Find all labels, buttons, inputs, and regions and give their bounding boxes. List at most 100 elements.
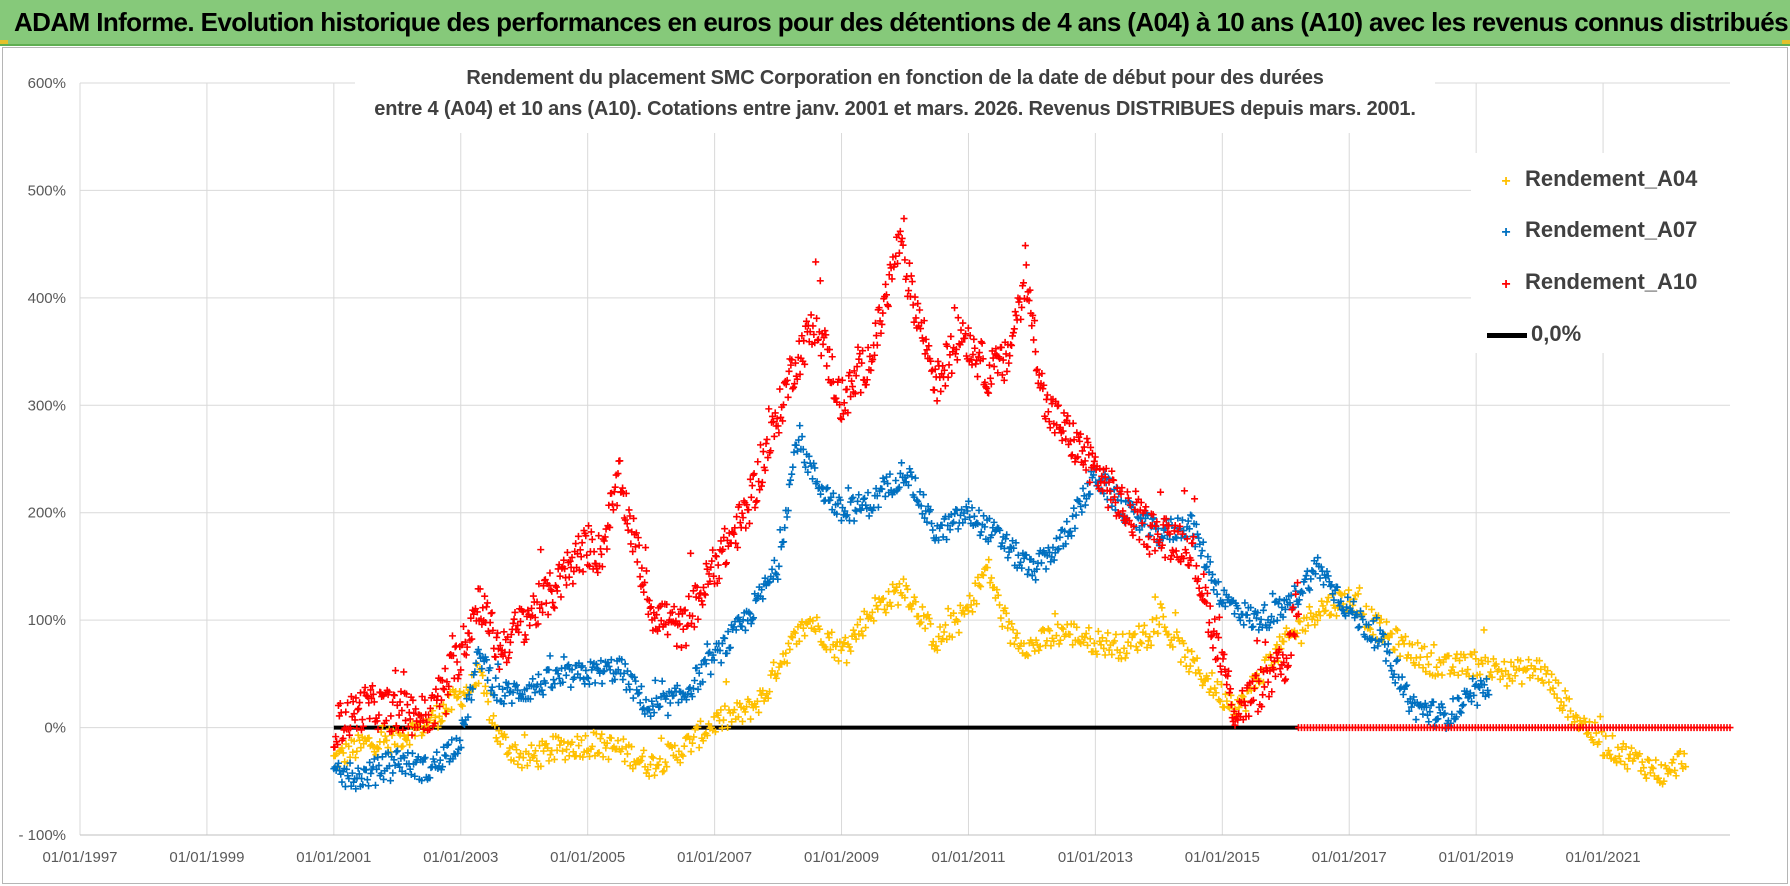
a10-point xyxy=(410,709,418,717)
a04-point xyxy=(1627,744,1635,752)
a10-point xyxy=(616,457,624,465)
a10-point xyxy=(835,375,843,383)
a04-point xyxy=(904,585,912,593)
a10-point xyxy=(931,365,939,373)
a10-point xyxy=(395,711,403,719)
a10-point xyxy=(878,320,886,328)
a10-point xyxy=(1261,638,1269,646)
a04-point xyxy=(434,723,442,731)
a10-point xyxy=(968,361,976,369)
a10-point xyxy=(977,338,985,346)
a07-point xyxy=(1052,534,1060,542)
a04-point xyxy=(491,721,499,729)
a07-point xyxy=(1055,545,1063,553)
a10-point xyxy=(400,668,408,676)
a04-point xyxy=(439,701,447,709)
a04-point xyxy=(872,602,880,610)
a04-point xyxy=(1561,687,1569,695)
a07-point xyxy=(1108,502,1116,510)
a10-point xyxy=(1042,415,1050,423)
a07-point xyxy=(844,484,852,492)
a04-point xyxy=(623,750,631,758)
a10-point xyxy=(1128,528,1136,536)
a10-point xyxy=(1025,297,1033,305)
a10-point xyxy=(719,545,727,553)
a04-point xyxy=(456,688,464,696)
a10-point xyxy=(694,615,702,623)
a04-point xyxy=(1640,764,1648,772)
a07-point xyxy=(1329,590,1337,598)
a10-point xyxy=(757,482,765,490)
a07-point xyxy=(457,744,465,752)
a10-point xyxy=(914,300,922,308)
a04-point xyxy=(1009,626,1017,634)
a07-point xyxy=(499,685,507,693)
a07-point xyxy=(574,670,582,678)
x-axis-labels: 01/01/1997 01/01/1999 01/01/2001 01/01/2003… xyxy=(42,849,1640,866)
a04-point xyxy=(738,717,746,725)
a07-point xyxy=(541,679,549,687)
a07-point xyxy=(592,660,600,668)
a07-point xyxy=(1452,713,1460,721)
a07-point xyxy=(607,656,615,664)
a07-point xyxy=(1071,524,1079,532)
a10-point xyxy=(821,327,829,335)
a07-point xyxy=(465,691,473,699)
a04-point xyxy=(836,638,844,646)
a10-point xyxy=(334,741,342,749)
a04-point xyxy=(1213,678,1221,686)
a04-point xyxy=(1216,697,1224,705)
a04-point xyxy=(790,628,798,636)
a10-point xyxy=(885,271,893,279)
a10-point xyxy=(344,699,352,707)
a07-point xyxy=(723,649,731,657)
a04-point xyxy=(1638,758,1646,766)
a07-point xyxy=(1425,718,1433,726)
a10-point xyxy=(989,354,997,362)
a04-point xyxy=(1161,623,1169,631)
a04-point xyxy=(454,693,462,701)
a10-point xyxy=(677,643,685,651)
a10-point xyxy=(1043,391,1051,399)
a10-point xyxy=(1157,488,1165,496)
a04-point xyxy=(977,583,985,591)
a10-point xyxy=(1045,418,1053,426)
a07-point xyxy=(808,475,816,483)
a10-point xyxy=(1259,691,1267,699)
a10-point xyxy=(916,306,924,314)
a10-point xyxy=(673,642,681,650)
chart-frame xyxy=(2,47,1788,884)
a07-point xyxy=(1422,703,1430,711)
a10-point xyxy=(413,717,421,725)
a07-point xyxy=(784,507,792,515)
a07-point xyxy=(482,656,490,664)
a10-point xyxy=(1123,488,1131,496)
a04-point xyxy=(921,624,929,632)
a04-point xyxy=(530,752,538,760)
a07-point xyxy=(1187,511,1195,519)
a07-point xyxy=(484,676,492,684)
a04-point xyxy=(1376,619,1384,627)
a07-point xyxy=(1197,552,1205,560)
a10-point xyxy=(541,576,549,584)
a04-point xyxy=(1439,658,1447,666)
a04-point xyxy=(671,742,679,750)
a10-point xyxy=(1060,409,1068,417)
a10-point xyxy=(714,561,722,569)
a04-point xyxy=(602,744,610,752)
a04-point xyxy=(764,694,772,702)
a10-point xyxy=(1214,634,1222,642)
a10-point xyxy=(921,350,929,358)
a10-point xyxy=(898,234,906,242)
a10-point xyxy=(389,698,397,706)
a04-point xyxy=(657,734,665,742)
a10-point xyxy=(1097,477,1105,485)
a07-point xyxy=(698,661,706,669)
a10-point xyxy=(1091,453,1099,461)
a04-point xyxy=(1449,663,1457,671)
a07-point xyxy=(849,493,857,501)
a07-point xyxy=(1469,675,1477,683)
a10-point xyxy=(933,397,941,405)
a07-point xyxy=(647,712,655,720)
a10-point xyxy=(1294,610,1302,618)
